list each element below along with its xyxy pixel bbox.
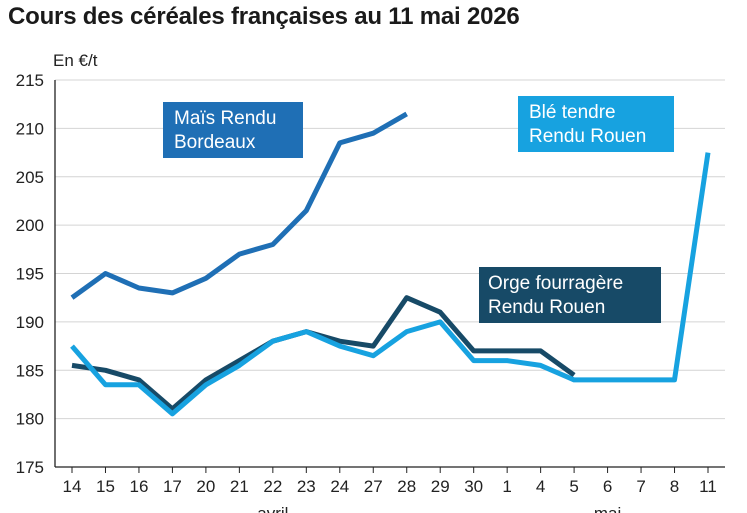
- x-tick-label: 1: [502, 477, 511, 496]
- series-label-3: Blé tendre Rendu Rouen: [518, 96, 674, 152]
- x-tick-label: 16: [129, 477, 148, 496]
- x-tick-label: 30: [464, 477, 483, 496]
- x-tick-label: 29: [431, 477, 450, 496]
- series-line-3: [70, 152, 711, 417]
- x-tick-label: 4: [536, 477, 545, 496]
- x-tick-label: 15: [96, 477, 115, 496]
- y-tick-label: 190: [16, 313, 44, 332]
- x-tick-label: 14: [63, 477, 82, 496]
- y-tick-label: 180: [16, 410, 44, 429]
- series-label-2: Orge fourragère Rendu Rouen: [479, 267, 661, 323]
- x-tick-label: 20: [196, 477, 215, 496]
- month-label: avril: [257, 504, 288, 513]
- series-line-1: [70, 111, 408, 300]
- x-tick-label: 17: [163, 477, 182, 496]
- x-tick-label: 22: [263, 477, 282, 496]
- y-tick-label: 210: [16, 119, 44, 138]
- series-label-box: [479, 267, 661, 323]
- series-label-box: [518, 96, 674, 152]
- x-tick-label: 23: [297, 477, 316, 496]
- series-label-text: Blé tendre: [529, 102, 616, 123]
- month-label: mai: [594, 504, 621, 513]
- chart-title: Cours des céréales françaises au 11 mai …: [8, 3, 520, 30]
- y-axis-unit-label: En €/t: [53, 51, 98, 70]
- x-tick-label: 27: [364, 477, 383, 496]
- x-tick-label: 24: [330, 477, 349, 496]
- series-label-1: Maïs Rendu Bordeaux: [163, 102, 303, 158]
- y-tick-label: 195: [16, 265, 44, 284]
- x-tick-label: 11: [699, 477, 717, 496]
- x-tick-label: 5: [569, 477, 578, 496]
- series-label-box: [163, 102, 303, 158]
- y-tick-label: 205: [16, 168, 44, 187]
- x-tick-label: 8: [670, 477, 679, 496]
- x-tick-label: 7: [636, 477, 645, 496]
- series-label-text: Rendu Rouen: [529, 126, 646, 147]
- y-tick-label: 185: [16, 361, 44, 380]
- series-label-text: Rendu Rouen: [488, 297, 605, 318]
- x-tick-label: 28: [397, 477, 416, 496]
- x-tick-label: 6: [603, 477, 612, 496]
- y-tick-label: 175: [16, 458, 44, 477]
- series-label-text: Orge fourragère: [488, 273, 623, 294]
- series-label-text: Bordeaux: [174, 132, 256, 153]
- y-tick-label: 215: [16, 71, 44, 90]
- x-tick-label: 21: [230, 477, 249, 496]
- series-label-text: Maïs Rendu: [174, 108, 276, 129]
- y-tick-label: 200: [16, 216, 44, 235]
